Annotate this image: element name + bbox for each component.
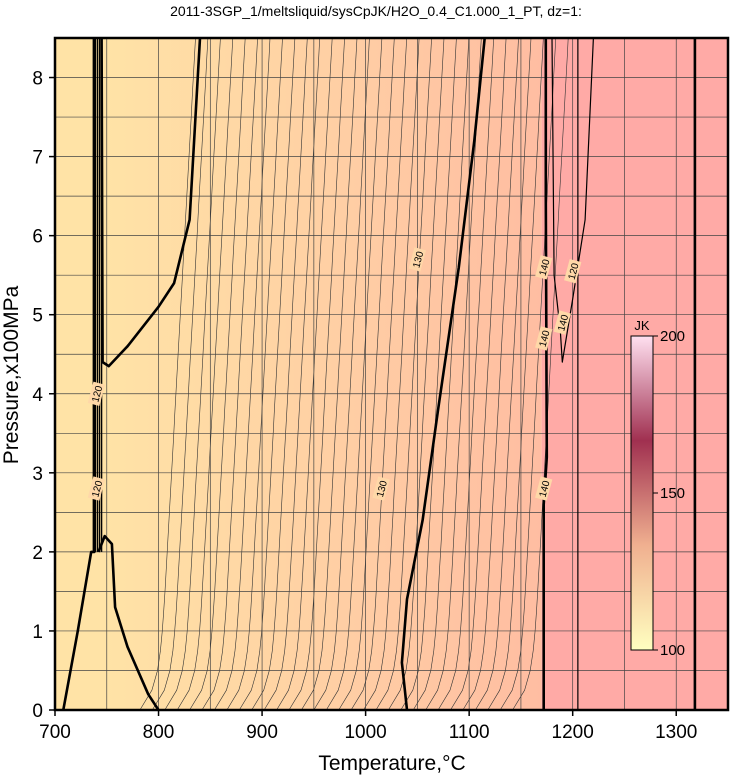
contour-line-130 — [400, 37, 486, 711]
colorbar-title: JK — [634, 318, 650, 333]
plot-frame — [53, 36, 730, 712]
thin-contour-line — [301, 37, 358, 711]
contour-label-background — [564, 259, 582, 284]
contour-label: 140 — [535, 326, 553, 351]
thin-contour-line — [251, 37, 308, 711]
y-axis-label: Pressure,x100MPa — [0, 285, 23, 464]
thin-contour-line — [400, 37, 457, 711]
thin-contour-line — [189, 37, 246, 711]
y-tick-label: 4 — [32, 385, 43, 406]
contour-label-text: 130 — [375, 479, 390, 498]
y-tick-label: 6 — [32, 227, 43, 248]
contour-label-background — [87, 381, 106, 406]
thin-contour-line — [176, 37, 234, 711]
contour-label-text: 140 — [538, 479, 553, 498]
thin-contour-line — [152, 37, 209, 711]
thin-contour-line — [139, 37, 196, 711]
thin-contour-line — [226, 37, 283, 711]
contour-label-text: 130 — [411, 250, 426, 269]
background-region-1 — [106, 38, 542, 710]
contour-line-120 — [100, 37, 202, 368]
contour-label-text: 140 — [556, 313, 571, 332]
contour-label-text: 120 — [90, 479, 105, 498]
y-tick-label: 3 — [32, 464, 43, 485]
thin-contour-line — [462, 37, 519, 711]
contour-label-background — [553, 310, 571, 335]
x-tick-label: 1100 — [449, 722, 490, 743]
x-tick-label: 1300 — [655, 722, 697, 743]
x-tick-label: 900 — [246, 722, 278, 743]
contour-label: 120 — [87, 381, 106, 406]
y-tick-label: 1 — [32, 622, 43, 643]
thin-contour-line — [363, 37, 420, 711]
thin-contour-line — [375, 37, 432, 711]
contour-label: 140 — [535, 476, 553, 501]
contour-label: 120 — [87, 476, 106, 501]
thin-contour-line — [450, 37, 507, 711]
contour-label-background — [87, 476, 106, 501]
x-tick-label: 1200 — [552, 722, 594, 743]
thin-contour-line — [412, 37, 470, 711]
contour-label-background — [535, 476, 553, 501]
thin-contour-line — [313, 37, 370, 711]
y-tick-label: 5 — [32, 306, 43, 327]
colorbar-tick-label: 150 — [660, 485, 685, 502]
contour-label: 140 — [535, 255, 553, 280]
thin-contour-line — [512, 37, 569, 711]
thin-contour-line — [214, 37, 271, 711]
colorbar-tick-label: 100 — [660, 642, 685, 659]
contour-label-background — [535, 326, 553, 351]
contour-label: 130 — [408, 247, 427, 272]
chart-title: 2011-3SGP_1/meltsliquid/sysCpJK/H2O_0.4_… — [170, 3, 582, 19]
thin-contour-line — [425, 37, 482, 711]
thin-contour-line — [475, 37, 532, 711]
contour-label-background — [535, 255, 553, 280]
x-tick-label: 1000 — [344, 722, 386, 743]
thin-contour-line — [201, 37, 258, 711]
x-tick-label: 800 — [143, 722, 175, 743]
contour-label-text: 120 — [567, 262, 582, 281]
thin-contour-line — [338, 37, 395, 711]
thin-contour-line — [388, 37, 445, 711]
contour-label: 120 — [564, 259, 582, 284]
colorbar — [630, 335, 654, 651]
contour-line-120 — [97, 534, 160, 711]
dense-contour-band — [92, 38, 103, 552]
thin-contour-line — [499, 37, 557, 711]
contour-label: 140 — [553, 310, 571, 335]
y-tick-label: 0 — [32, 701, 43, 722]
y-tick-label: 7 — [32, 148, 43, 169]
contour-line-140 — [551, 37, 594, 363]
y-tick-label: 8 — [32, 69, 43, 90]
thin-contour-line — [487, 37, 544, 711]
thin-contour-line — [239, 37, 296, 711]
x-axis-label: Temperature,°C — [318, 752, 465, 775]
contour-label-background — [372, 476, 390, 501]
x-tick-label: 700 — [39, 722, 71, 743]
thin-contour-line — [437, 37, 494, 711]
contour-label: 130 — [372, 476, 390, 501]
colorbar-tick-label: 200 — [660, 328, 685, 345]
contour-label-background — [408, 247, 427, 272]
contour-line-120 — [62, 38, 96, 711]
contour-label-text: 120 — [90, 384, 105, 403]
thin-contour-line — [350, 37, 407, 711]
y-tick-label: 2 — [32, 543, 43, 564]
thin-contour-line — [164, 37, 221, 711]
contour-line-140 — [542, 38, 549, 710]
thin-contour-line — [326, 37, 383, 711]
contour-label-text: 140 — [538, 329, 553, 348]
contour-label-text: 140 — [538, 258, 553, 277]
